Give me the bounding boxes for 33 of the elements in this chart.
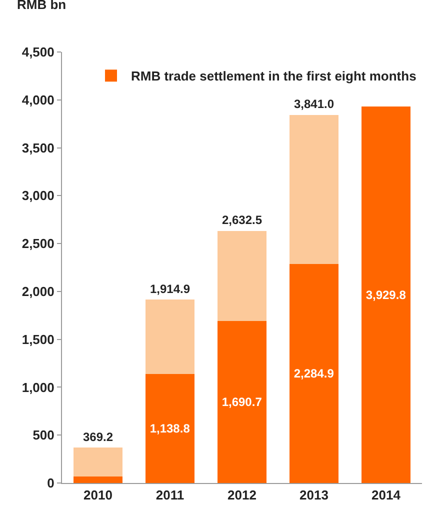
x-tick-label: 2012	[228, 488, 256, 503]
x-tick-label: 2013	[300, 488, 328, 503]
data-label: 2,284.9	[294, 366, 334, 381]
bar	[74, 476, 122, 483]
bar	[218, 321, 266, 483]
total-label: 3,841.0	[294, 97, 334, 111]
x-tick-label: 2011	[156, 488, 184, 503]
data-label: 3,929.8	[366, 288, 406, 302]
legend-label: RMB trade settlement in the first eight months	[131, 68, 416, 84]
bar	[290, 264, 338, 483]
total-label: 2,632.5	[222, 213, 262, 227]
y-tick-label: 3,500	[22, 140, 54, 156]
bar	[74, 448, 122, 476]
bar	[218, 230, 266, 322]
bar	[290, 115, 338, 264]
data-label: 1,690.7	[222, 395, 262, 410]
total-label: 1,914.9	[150, 282, 190, 296]
x-tick-label: 2010	[84, 488, 112, 503]
y-tick-label: 1,000	[22, 380, 54, 395]
y-tick-label: 4,000	[22, 92, 54, 108]
y-tick-label: 3,000	[22, 188, 54, 204]
y-tick-label: 1,500	[22, 332, 54, 347]
bar	[146, 374, 194, 483]
y-tick-label: 2,000	[22, 284, 54, 299]
bar	[146, 300, 194, 374]
total-label: 369.2	[83, 430, 114, 444]
y-tick-label: 500	[32, 428, 54, 443]
y-tick-label: 0	[47, 476, 54, 491]
y-tick-label: 4,500	[22, 44, 54, 60]
data-label: 1,138.8	[150, 421, 190, 436]
y-tick-label: 2,500	[22, 236, 54, 252]
x-tick-label: 2014	[372, 488, 402, 503]
bar	[362, 106, 410, 483]
